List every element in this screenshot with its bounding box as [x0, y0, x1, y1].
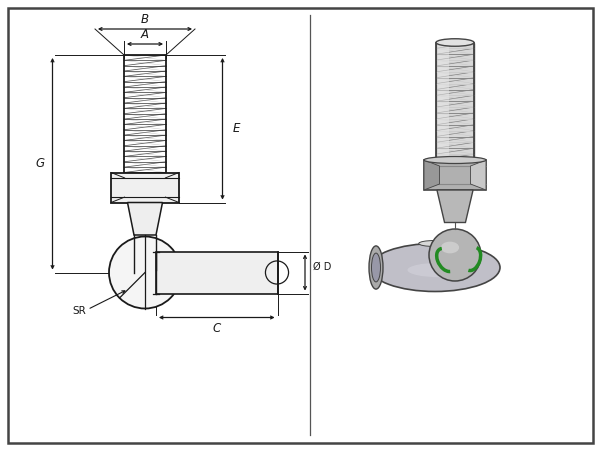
FancyBboxPatch shape: [7, 8, 593, 442]
Text: C: C: [212, 322, 221, 335]
Ellipse shape: [370, 243, 500, 292]
Ellipse shape: [436, 39, 474, 46]
Circle shape: [429, 229, 481, 281]
Ellipse shape: [369, 246, 383, 289]
Text: SR: SR: [72, 306, 86, 316]
Polygon shape: [436, 42, 474, 160]
Ellipse shape: [424, 157, 486, 163]
Ellipse shape: [441, 242, 459, 253]
Text: G: G: [35, 157, 44, 170]
Polygon shape: [111, 172, 179, 202]
Polygon shape: [437, 190, 473, 222]
Polygon shape: [470, 160, 486, 190]
Text: B: B: [141, 13, 149, 26]
Polygon shape: [424, 160, 439, 190]
Ellipse shape: [419, 240, 451, 247]
Text: A: A: [141, 27, 149, 40]
Ellipse shape: [407, 263, 473, 277]
Circle shape: [109, 237, 181, 309]
Text: Ø D: Ø D: [313, 261, 332, 271]
Polygon shape: [437, 42, 449, 160]
Polygon shape: [424, 160, 486, 190]
Ellipse shape: [371, 253, 380, 282]
Text: E: E: [233, 122, 240, 135]
Polygon shape: [156, 252, 277, 293]
Polygon shape: [127, 202, 163, 235]
